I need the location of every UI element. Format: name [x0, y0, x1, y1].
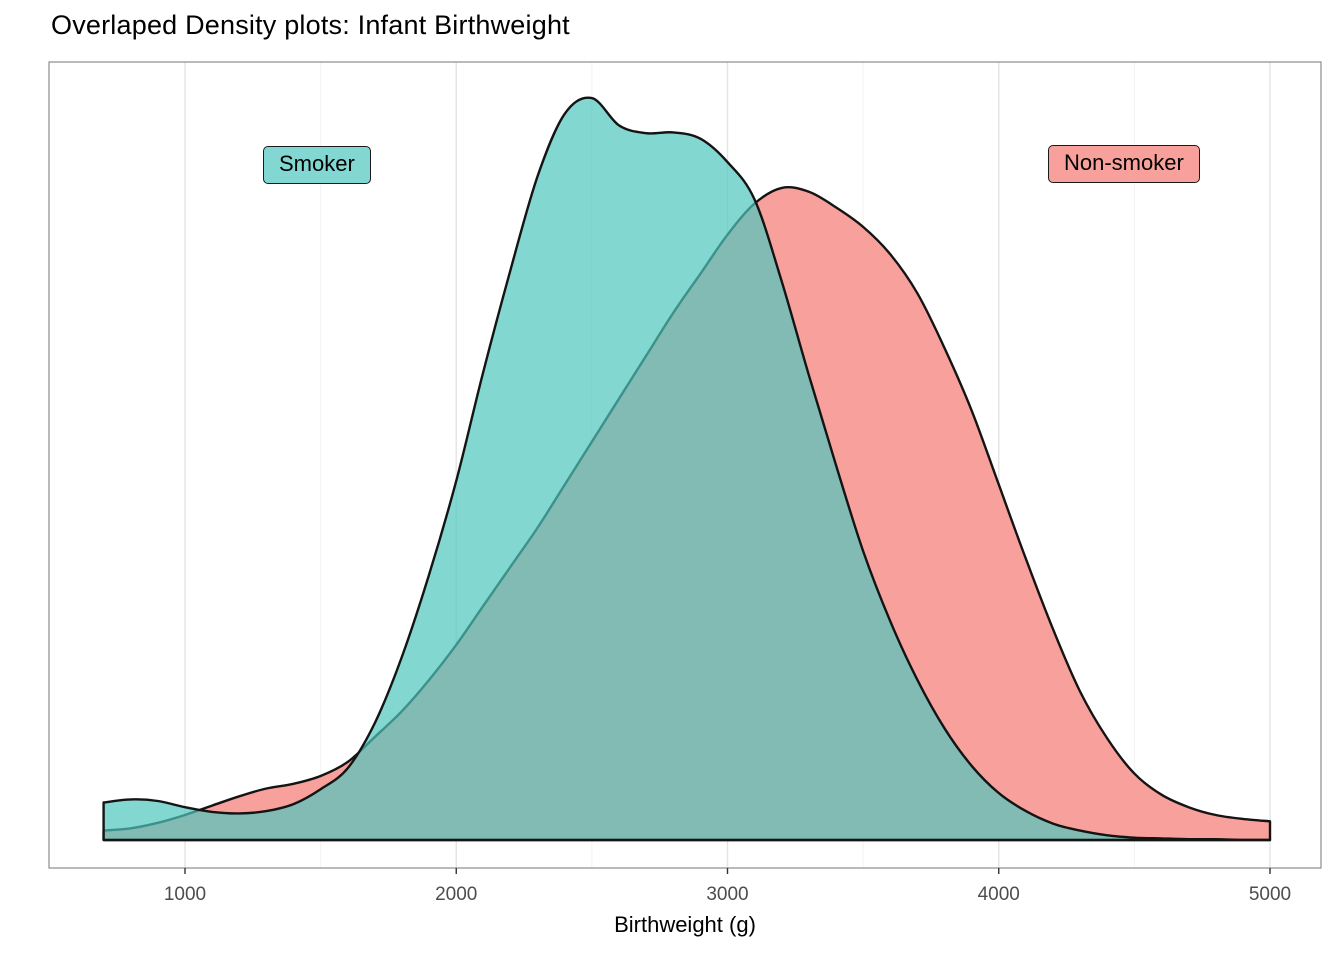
x-tick-label: 2000: [435, 884, 477, 905]
x-axis-title: Birthweight (g): [614, 912, 756, 937]
panel-border: [48, 61, 1322, 869]
x-tick-label: 3000: [706, 884, 748, 905]
x-tick-label: 5000: [1249, 884, 1291, 905]
smoker-density-area: [102, 96, 1272, 842]
smoker-label: Smoker: [263, 146, 371, 184]
nonsmoker-label: Non-smoker: [1048, 145, 1200, 183]
x-tick-label: 1000: [164, 884, 206, 905]
x-tick-label: 4000: [978, 884, 1020, 905]
chart-title: Overlaped Density plots: Infant Birthwei…: [51, 10, 570, 40]
